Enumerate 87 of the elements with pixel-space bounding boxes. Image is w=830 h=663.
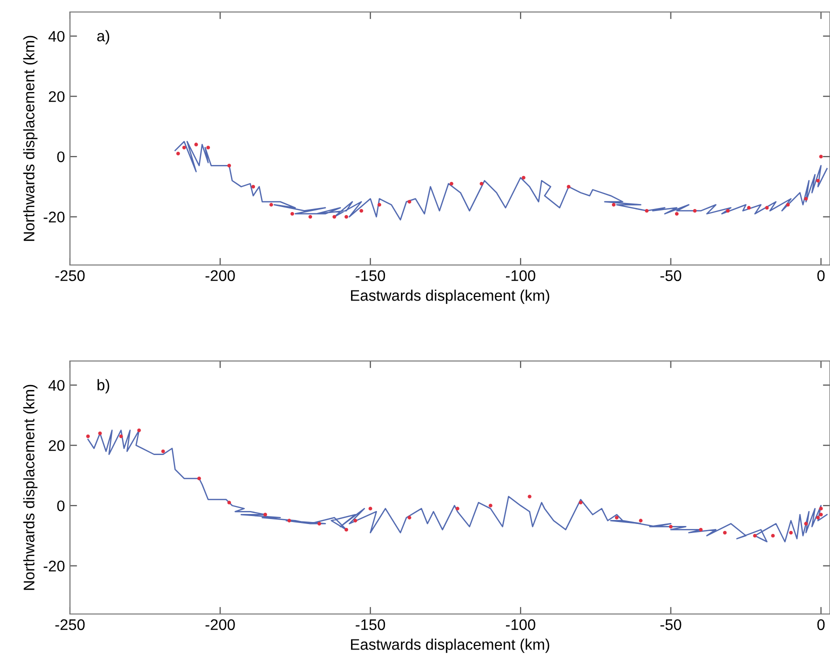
point [227, 500, 232, 504]
x-tick-label: 0 [817, 270, 825, 282]
point [227, 164, 232, 168]
point [522, 176, 526, 180]
annotation: b) [98, 379, 110, 394]
point [408, 516, 412, 520]
point [456, 506, 460, 510]
x-tick-label: -100 [506, 270, 536, 282]
point [488, 504, 492, 508]
point [408, 200, 412, 204]
point [98, 431, 102, 436]
point [317, 522, 322, 526]
point [668, 524, 673, 528]
y-tick-label: 0 [57, 151, 65, 162]
x-tick-label: -150 [356, 619, 386, 630]
point [819, 506, 823, 510]
point [612, 202, 616, 207]
point [804, 522, 808, 526]
x-axis-title: Eastwards displacement (km) [351, 638, 550, 653]
point [360, 208, 364, 213]
point [771, 534, 775, 538]
point [378, 202, 382, 207]
point [251, 184, 256, 189]
x-tick-label: -200 [206, 619, 235, 630]
x-tick-label: -150 [356, 270, 386, 282]
point [332, 214, 336, 219]
point [263, 512, 268, 516]
point [614, 516, 619, 520]
point [137, 428, 141, 432]
point [161, 450, 165, 454]
point [698, 528, 703, 532]
point [566, 184, 570, 189]
y-tick-label: 0 [57, 500, 65, 512]
point [578, 500, 582, 504]
x-tick-label: -100 [506, 619, 536, 630]
point [674, 212, 679, 216]
y-tick-label: 20 [48, 91, 65, 102]
point [197, 476, 201, 480]
point [789, 530, 793, 535]
x-tick-label: -200 [206, 270, 235, 282]
point [182, 146, 186, 150]
line-series [174, 140, 828, 220]
point [692, 208, 697, 213]
point [816, 178, 820, 183]
point [804, 196, 808, 201]
point [819, 154, 823, 158]
y-axis-title: Northwards displacement (km) [23, 36, 38, 241]
point [206, 146, 210, 150]
point [723, 530, 727, 535]
x-tick-label: 0 [817, 619, 825, 630]
point [368, 506, 372, 510]
point [786, 202, 790, 207]
point [287, 518, 292, 522]
point [290, 212, 294, 216]
x-tick-label: -50 [660, 270, 682, 282]
point [480, 182, 484, 186]
y-tick-label: 40 [48, 30, 65, 42]
point [269, 202, 274, 207]
x-tick-label: -250 [55, 270, 85, 282]
x-axis-title: Eastwards displacement (km) [351, 290, 550, 304]
point [450, 182, 454, 186]
point [176, 152, 180, 156]
point [638, 518, 643, 522]
point [344, 214, 348, 219]
y-tick-label: 20 [48, 440, 65, 452]
line-series [87, 430, 828, 542]
y-tick-label: -20 [44, 560, 65, 572]
y-axis-title: Northwards displacement (km) [23, 384, 38, 590]
annotation: a) [97, 30, 110, 44]
point [528, 494, 532, 498]
x-tick-label: -50 [660, 619, 682, 630]
point [344, 528, 348, 532]
y-tick-label: 40 [48, 380, 65, 391]
y-tick-label: -20 [44, 212, 65, 222]
point [644, 208, 649, 213]
point [86, 434, 90, 438]
point [819, 512, 823, 516]
x-tick-label: -250 [55, 619, 85, 630]
point [726, 208, 730, 213]
point [753, 534, 757, 538]
point [765, 206, 769, 210]
point [308, 214, 312, 219]
point [747, 206, 751, 210]
point [354, 518, 358, 522]
point [816, 516, 820, 520]
point [119, 434, 123, 438]
point [194, 142, 198, 146]
